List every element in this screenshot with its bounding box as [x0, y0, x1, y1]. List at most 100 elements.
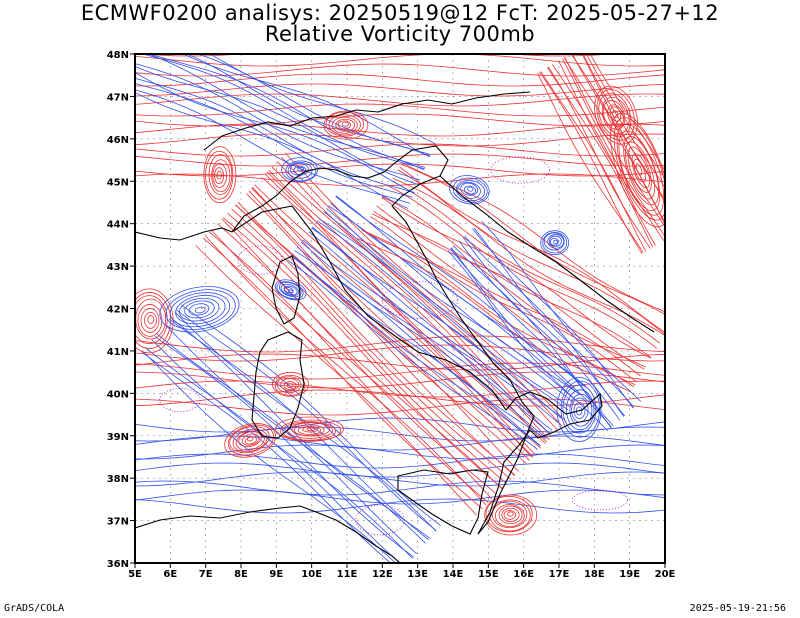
contour-line — [148, 54, 426, 168]
contour-line — [268, 169, 550, 440]
contour-ring — [283, 285, 298, 296]
contour-line — [399, 166, 665, 333]
contour-line — [210, 229, 493, 500]
contour-line — [391, 180, 661, 344]
contour-line — [450, 248, 612, 429]
contour-ring — [278, 281, 302, 298]
contour-line — [252, 186, 534, 457]
contour-ring — [235, 430, 265, 451]
contour-ring — [635, 163, 643, 176]
contour-ring — [452, 177, 488, 203]
contour-line — [481, 220, 642, 402]
contour-line — [141, 54, 425, 170]
contour-ring — [337, 120, 352, 130]
zero-contour — [237, 245, 283, 275]
longitude-labels: 5E 6E 7E 8E 9E 10E 11E 12E 13E 14E 15E 16E 17E 18E 19E… — [128, 569, 675, 580]
lon-label: 7E — [199, 569, 213, 580]
contour-line — [135, 83, 413, 198]
zero-contour — [355, 504, 405, 536]
contour-line — [311, 227, 563, 419]
contour-line — [462, 237, 625, 417]
contour-ring — [194, 306, 206, 314]
lon-label: 15E — [478, 569, 499, 580]
contour-ring — [494, 504, 525, 528]
contour-line — [205, 235, 487, 506]
contour-line — [135, 453, 665, 469]
contour-line — [135, 344, 665, 362]
contour-ring — [211, 159, 231, 193]
contour-line — [381, 196, 652, 359]
contour-ring — [244, 436, 257, 445]
contour-ring — [602, 100, 626, 130]
contour-ring — [216, 170, 222, 180]
lon-label: 8E — [234, 569, 248, 580]
contour-ring — [466, 186, 474, 192]
contour-line — [135, 480, 665, 496]
contour-ring — [274, 374, 306, 396]
contour-ring — [165, 289, 236, 330]
contour-line — [563, 57, 665, 226]
footer-credit: GrADS/COLA — [4, 603, 65, 614]
contour-ring — [325, 111, 365, 137]
contour-line — [135, 54, 665, 67]
france-coastline — [135, 227, 233, 241]
contour-ring — [457, 181, 481, 199]
contour-ring — [562, 384, 597, 434]
contour-ring — [159, 286, 240, 333]
contour-ring — [566, 389, 595, 431]
contour-ring — [285, 160, 317, 182]
contour-line — [371, 213, 646, 368]
contour-line — [316, 220, 569, 411]
contour-line — [291, 254, 541, 447]
contour-ring — [175, 294, 226, 325]
latitude-labels: 36N 37N 38N 39N 40N 41N 42N 43N 44N 45N 46N 47N 48N — [107, 50, 129, 570]
alpine-border — [203, 91, 531, 151]
contour-line — [234, 204, 515, 476]
contour-line — [176, 309, 437, 532]
contour-ring — [601, 96, 630, 134]
contour-line — [137, 54, 616, 57]
contour-ring — [335, 118, 356, 132]
contour-ring — [306, 427, 315, 432]
contour-ring — [272, 371, 309, 397]
contour-line — [539, 71, 643, 254]
contour-ring — [302, 426, 319, 433]
contour-ring — [341, 121, 349, 127]
lat-label: 42N — [107, 305, 129, 316]
contour-line — [181, 304, 441, 526]
contour-ring — [331, 116, 358, 134]
contour-ring — [229, 426, 270, 454]
contour-ring — [610, 112, 665, 228]
coastlines — [135, 91, 655, 563]
contour-line — [281, 156, 563, 427]
contour-line — [135, 143, 665, 157]
contour-ring — [463, 185, 476, 195]
lon-label: 5E — [128, 569, 142, 580]
contour-ring — [224, 423, 276, 458]
contour-ring — [274, 279, 307, 301]
contour-line — [222, 217, 503, 489]
contour-line — [144, 347, 401, 563]
contour-line — [135, 471, 665, 487]
contour-line — [582, 54, 665, 189]
lat-label: 47N — [107, 92, 129, 103]
contour-line — [564, 57, 665, 228]
contour-line — [135, 498, 665, 514]
zero-contour — [159, 387, 201, 413]
contour-ring — [549, 237, 559, 246]
lat-label: 38N — [107, 474, 129, 485]
contour-line — [135, 371, 665, 389]
contour-line — [296, 246, 547, 439]
contour-line — [245, 193, 527, 464]
contour-ring — [485, 495, 533, 533]
zero-contour — [572, 489, 628, 511]
contour-line — [254, 184, 536, 455]
italy-coastline — [231, 145, 603, 535]
contour-line — [202, 237, 483, 510]
contour-line — [294, 250, 546, 440]
contour-line — [151, 339, 414, 559]
contour-ring — [241, 433, 260, 446]
contour-ring — [147, 315, 155, 324]
contour-line — [135, 66, 419, 185]
